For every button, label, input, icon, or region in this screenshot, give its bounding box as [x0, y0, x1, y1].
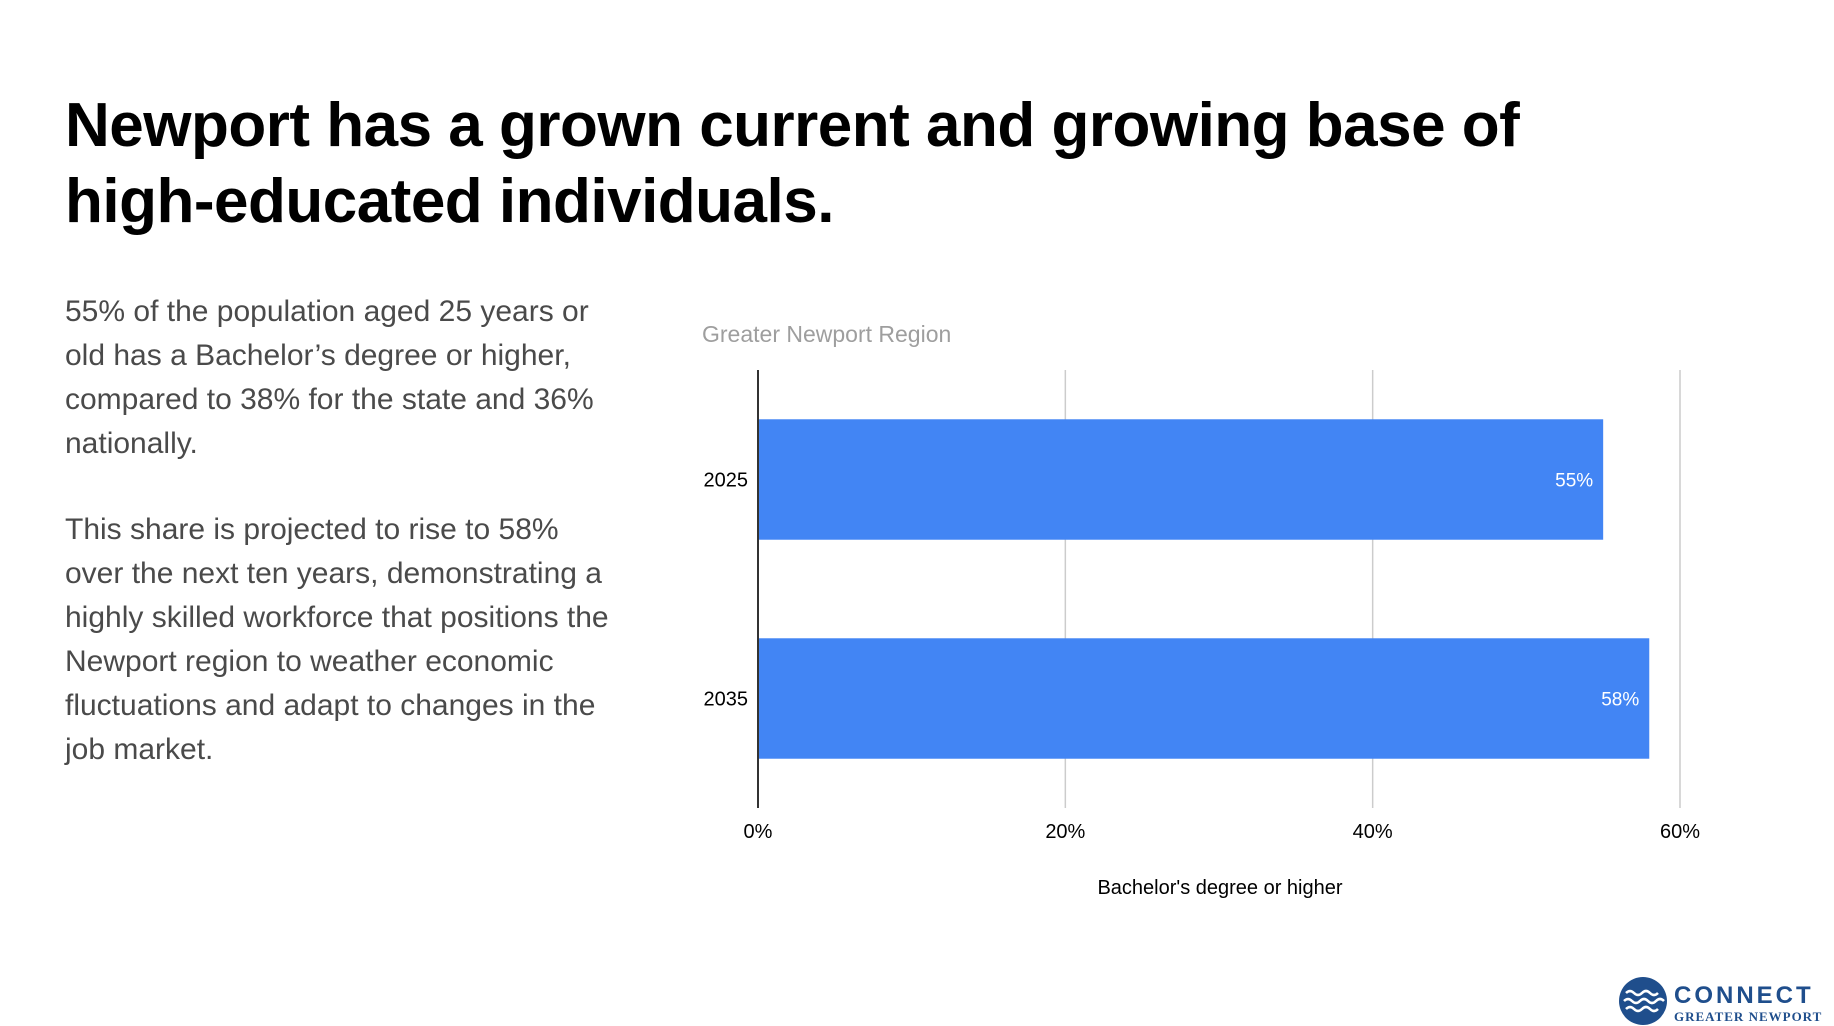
data-labels: 55% 58% [1555, 471, 1639, 711]
x-tick-label: 20% [1045, 821, 1085, 843]
projection-paragraph: This share is projected to rise to 58% o… [65, 513, 609, 766]
x-tick-label: 0% [744, 821, 773, 843]
chart-title: Greater Newport Region [702, 321, 951, 347]
bar-2035 [758, 638, 1650, 759]
x-tick-label: 40% [1353, 821, 1393, 843]
logo-text-connect: CONNECT [1674, 982, 1814, 1009]
logo-text-greater-newport: GREATER NEWPORT [1674, 1009, 1823, 1024]
data-label-2025: 55% [1555, 471, 1593, 492]
bars [758, 419, 1650, 759]
data-label-2035: 58% [1601, 690, 1639, 711]
connect-greater-newport-logo: CONNECT GREATER NEWPORT [1618, 976, 1828, 1026]
category-label-2035: 2035 [704, 689, 749, 711]
x-tick-label: 60% [1660, 821, 1700, 843]
category-labels: 2025 2035 [704, 470, 749, 711]
slide-title: Newport has a grown current and growing … [65, 91, 1520, 236]
x-axis-label: Bachelor's degree or higher [1097, 877, 1342, 899]
summary-paragraph: 55% of the population aged 25 years or o… [65, 295, 594, 460]
waves-circle-icon [1619, 977, 1667, 1025]
x-tick-labels: 0% 20% 40% 60% [744, 821, 1701, 843]
category-label-2025: 2025 [704, 470, 749, 492]
bar-2025 [758, 419, 1604, 540]
